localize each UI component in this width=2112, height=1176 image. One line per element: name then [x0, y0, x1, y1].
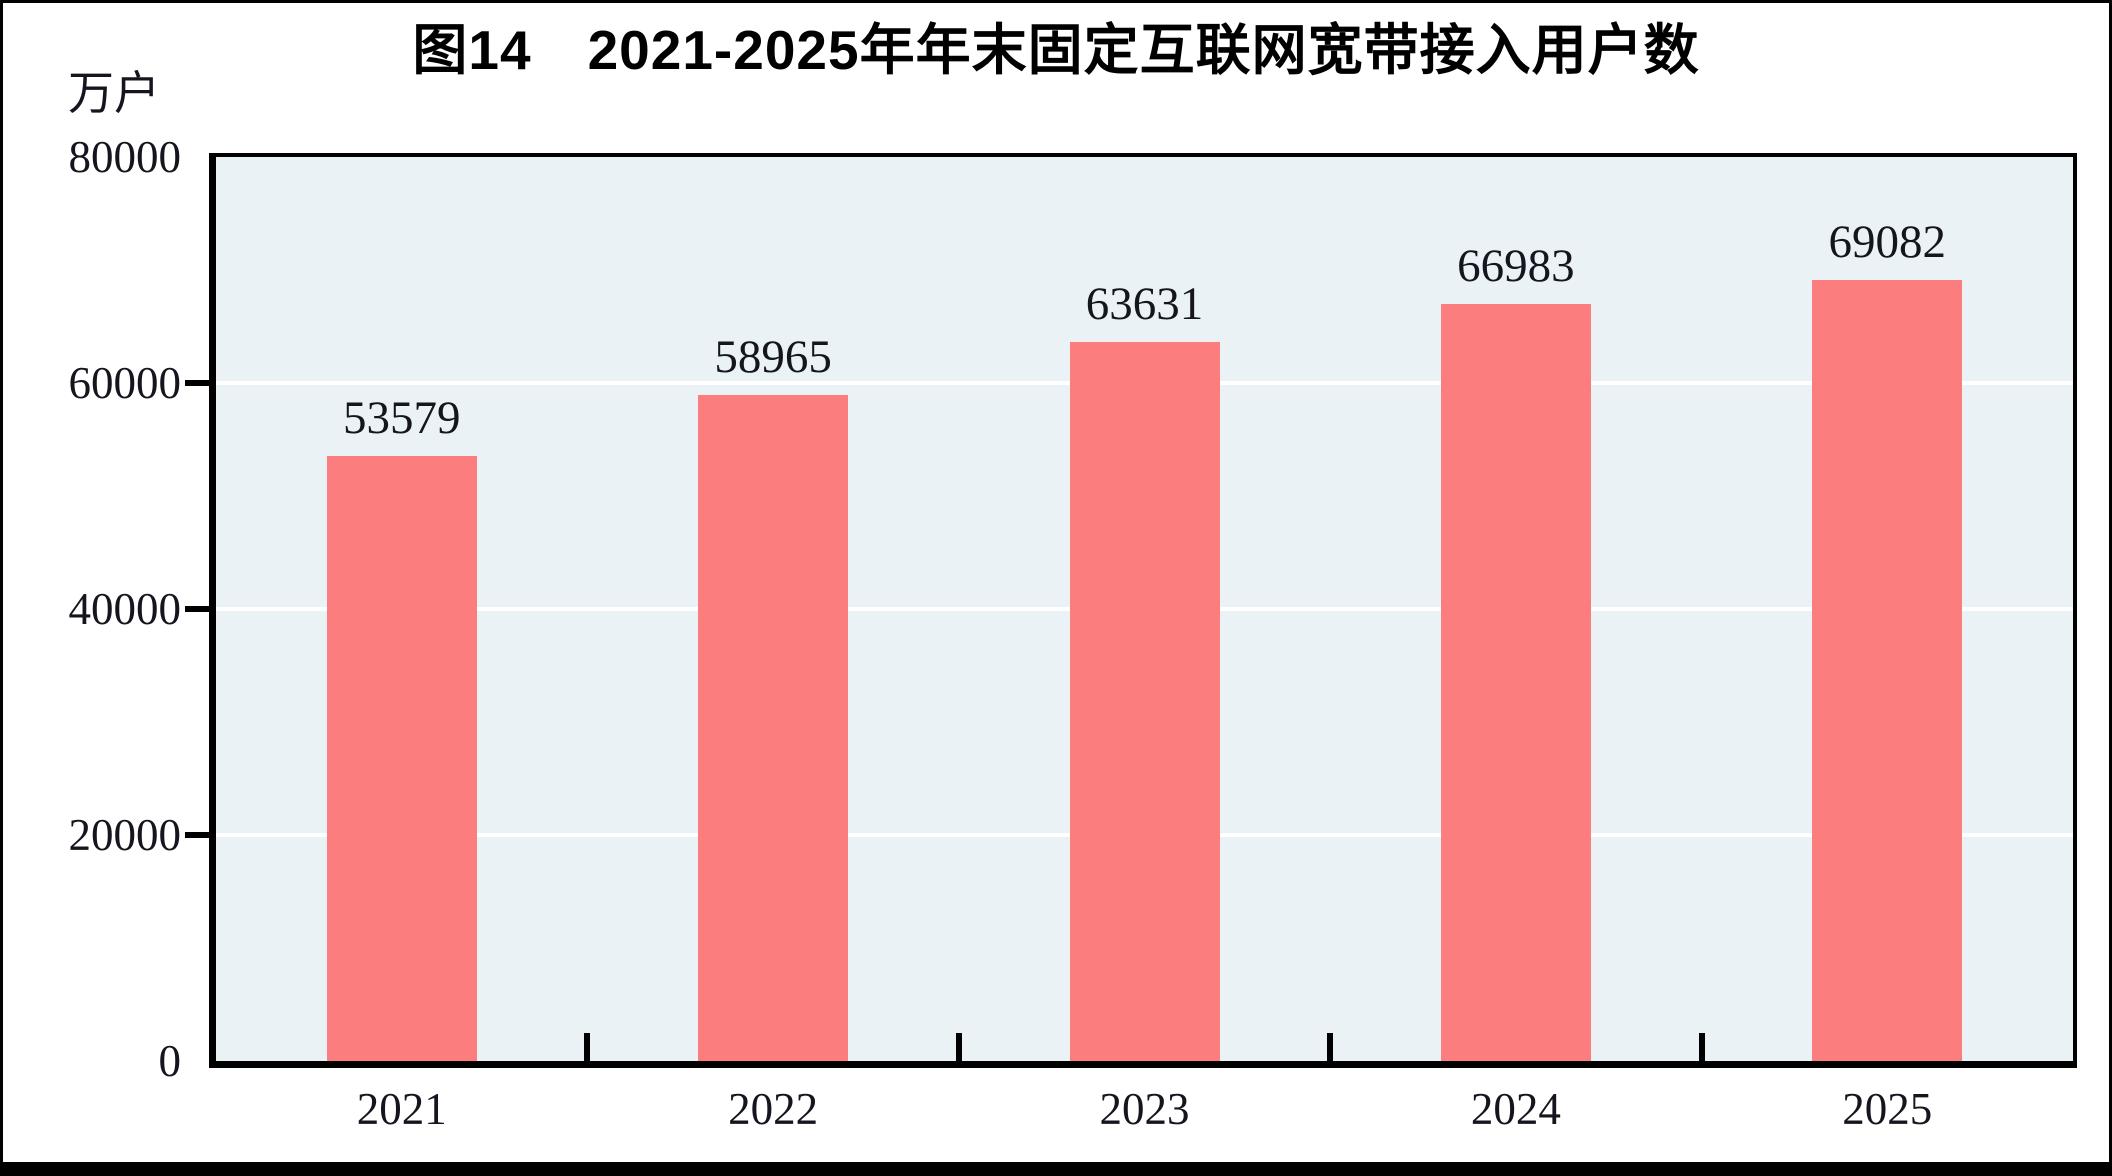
bar-value-label: 66983 [1457, 240, 1575, 293]
bar-value-label: 53579 [342, 391, 461, 444]
bar-value-label: 69082 [1828, 216, 1947, 269]
x-tick-mark [1698, 1033, 1705, 1061]
bottom-rule [3, 1162, 2109, 1173]
plot-area: 53579 58965 63631 66983 69082 [185, 153, 2077, 1068]
bar-2022 [698, 394, 849, 1061]
x-tick-label-2021: 2021 [356, 1084, 447, 1134]
chart-title: 图14 2021-2025年年末固定互联网宽带接入用户数 [412, 19, 1700, 81]
y-tick-mark [185, 380, 209, 386]
x-tick-mark [584, 1033, 591, 1061]
x-tick-label-2022: 2022 [728, 1084, 819, 1134]
y-axis-tick-labels: 0 20000 40000 60000 80000 [3, 132, 195, 1086]
y-tick-mark [185, 606, 209, 612]
x-tick-mark [1327, 1033, 1334, 1061]
bar-2021 [326, 455, 477, 1061]
y-tick-label: 40000 [68, 584, 182, 634]
x-axis-tick-labels: 2021 2022 2023 2024 2025 [216, 1083, 2073, 1143]
bar-2025 [1812, 280, 1963, 1061]
bar-value-label: 58965 [714, 330, 832, 383]
y-tick-label: 80000 [68, 132, 182, 182]
y-tick-label: 20000 [68, 810, 182, 860]
y-axis-unit-label: 万户 [68, 68, 160, 119]
x-tick-mark [955, 1033, 962, 1061]
x-tick-label-2024: 2024 [1470, 1084, 1561, 1134]
y-tick-label: 0 [158, 1036, 182, 1086]
bar-2023 [1069, 341, 1220, 1061]
x-tick-label-2023: 2023 [1099, 1084, 1190, 1134]
y-tick-mark [185, 832, 209, 838]
bar-2024 [1440, 304, 1591, 1061]
bar-value-label: 63631 [1085, 277, 1204, 330]
x-tick-label-2025: 2025 [1842, 1084, 1933, 1134]
y-tick-label: 60000 [68, 358, 182, 408]
